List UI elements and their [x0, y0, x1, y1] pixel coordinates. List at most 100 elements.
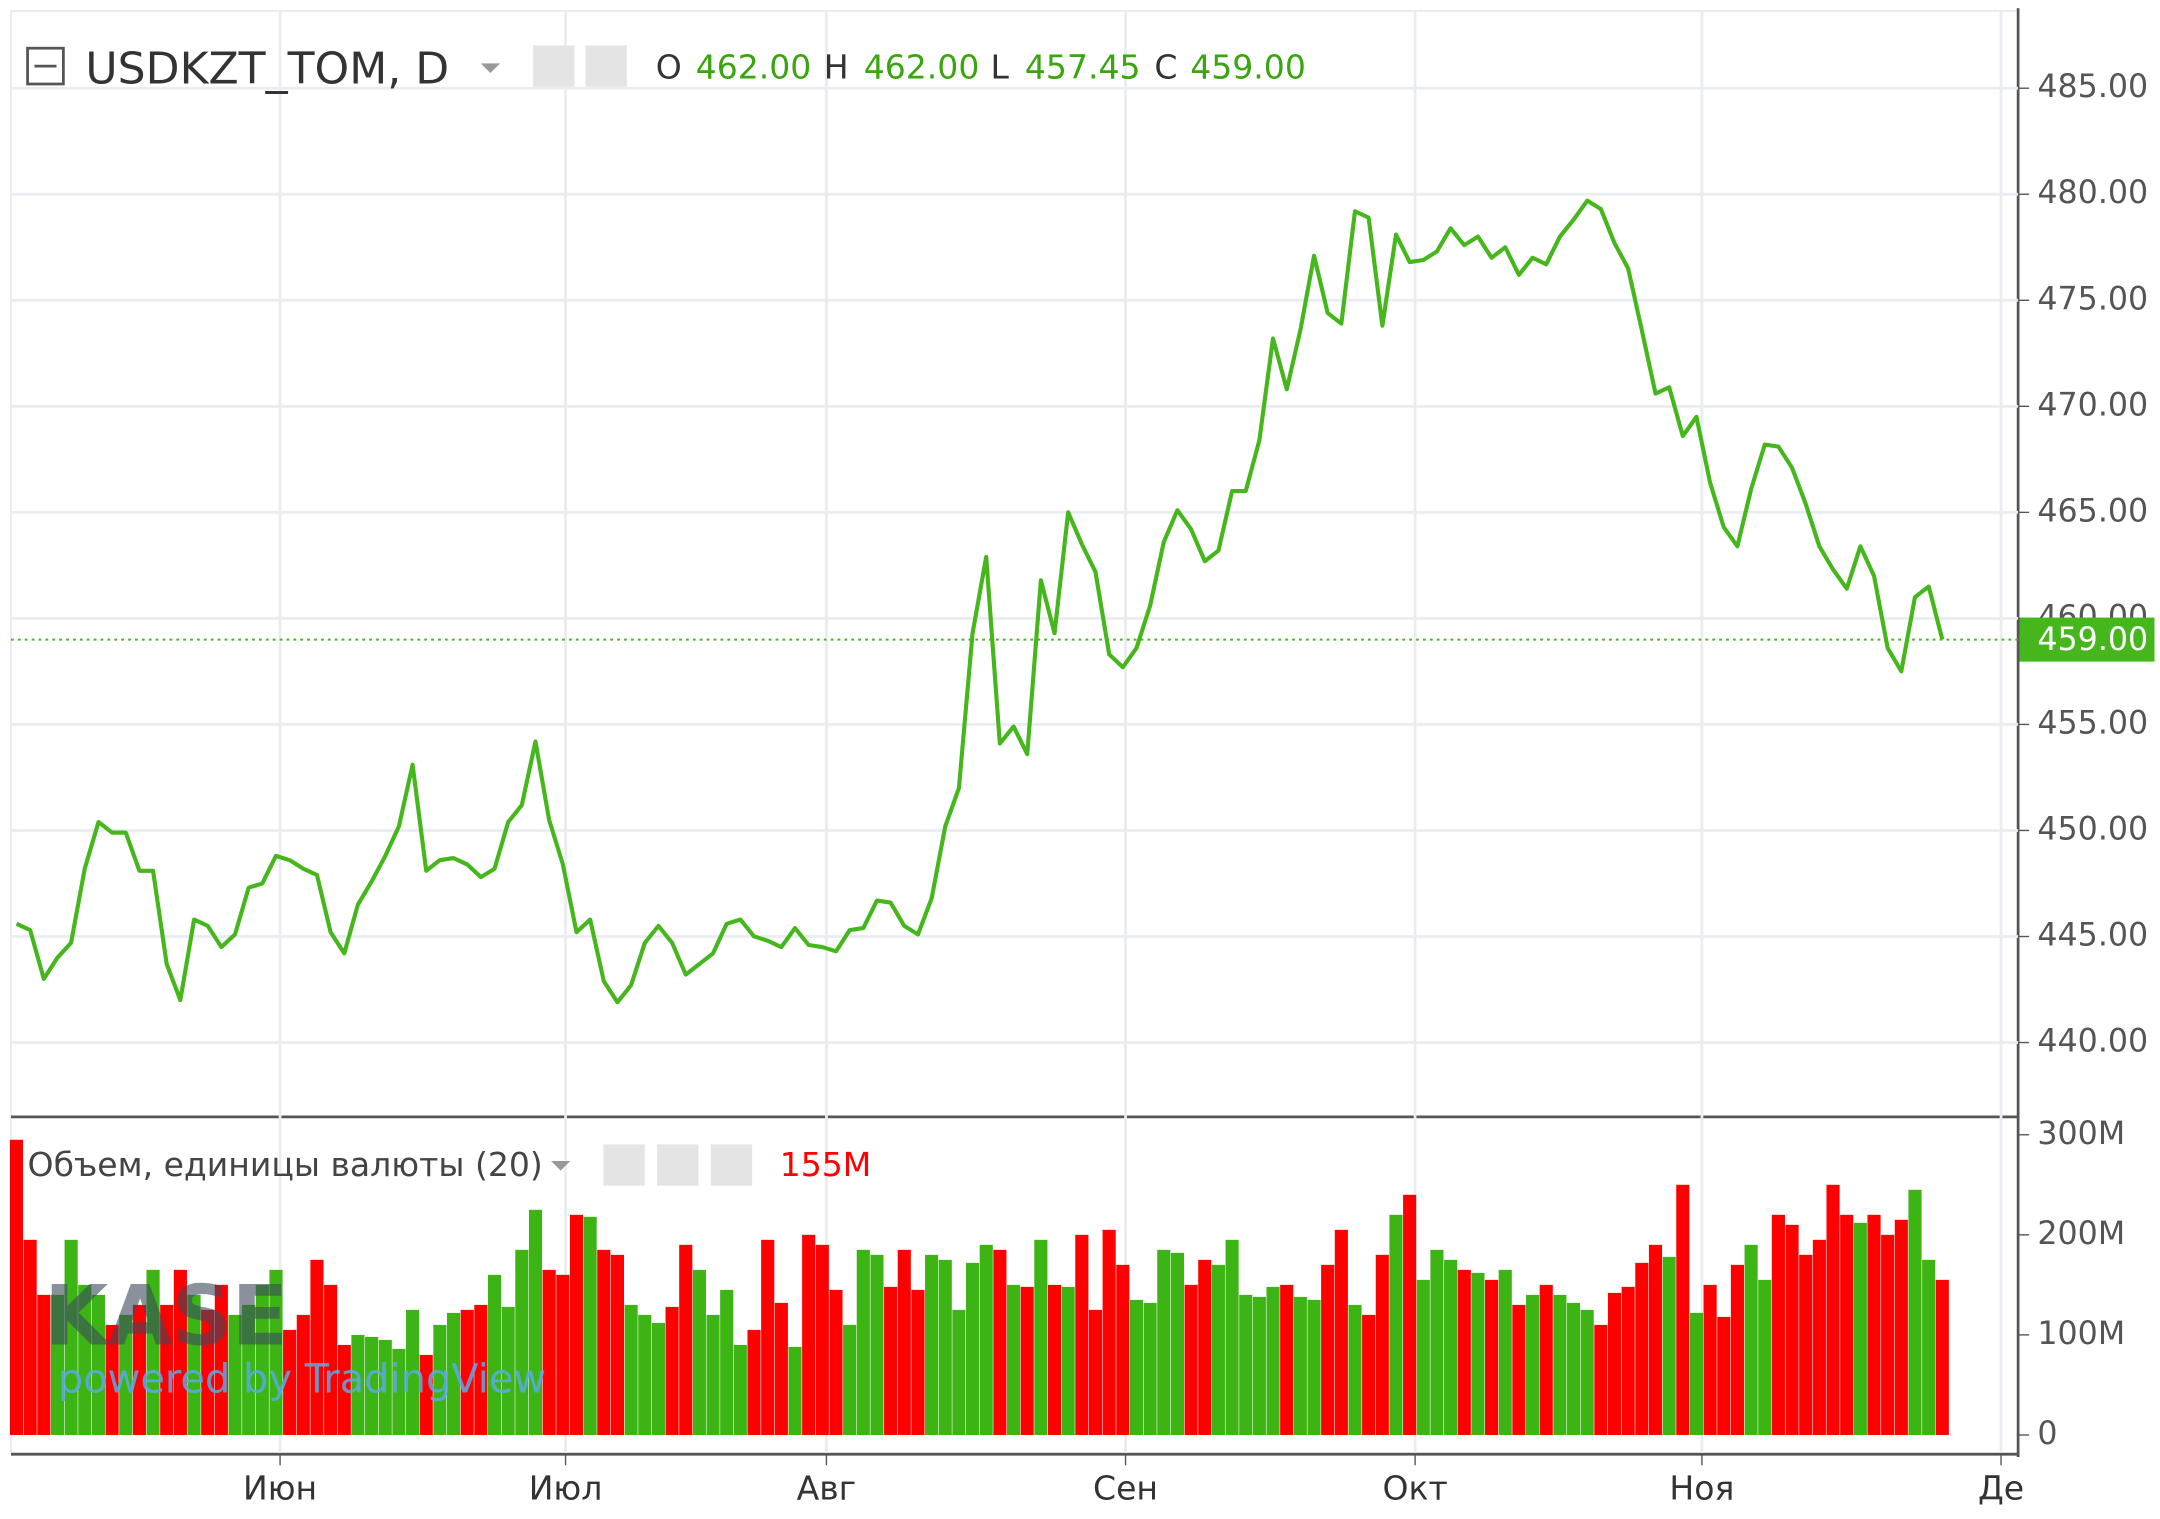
volume-bar	[1444, 1259, 1458, 1435]
y-tick-label: 100M	[2037, 1316, 2125, 1352]
y-tick-label: 475.00	[2037, 281, 2148, 317]
visibility-button[interactable]	[533, 45, 575, 87]
volume-bar	[747, 1329, 761, 1435]
volume-bar	[105, 1324, 119, 1435]
volume-bar	[1020, 1286, 1034, 1435]
volume-bar	[1771, 1214, 1785, 1435]
volume-bar	[1935, 1279, 1949, 1435]
volume-bar	[569, 1214, 584, 1435]
volume-bar	[624, 1304, 638, 1435]
volume-bar	[351, 1334, 365, 1435]
volume-bar	[1840, 1214, 1854, 1435]
volume-bar	[870, 1254, 884, 1435]
volume-bar	[1088, 1309, 1103, 1435]
volume-bar	[706, 1314, 720, 1435]
volume-bar	[720, 1289, 734, 1435]
volume-bar	[1225, 1239, 1239, 1435]
collapse-button[interactable]	[26, 46, 65, 86]
volume-bar	[37, 1294, 51, 1435]
volume-bar	[1758, 1279, 1772, 1435]
volume-bar	[1034, 1239, 1048, 1435]
price-line	[15, 198, 1945, 1005]
volume-bar	[1252, 1296, 1266, 1435]
volume-bar	[1075, 1234, 1089, 1435]
volume-bar	[78, 1284, 92, 1435]
settings-button[interactable]	[657, 1144, 699, 1186]
volume-bar	[802, 1234, 816, 1435]
y-tick-label: 480.00	[2037, 175, 2148, 211]
volume-bar	[1812, 1239, 1826, 1435]
y-tick-label: 440.00	[2037, 1024, 2148, 1060]
volume-bar	[1375, 1254, 1389, 1435]
dropdown-arrow[interactable]	[551, 1160, 571, 1171]
volume-bar	[214, 1284, 228, 1435]
dropdown-arrow[interactable]	[480, 63, 501, 73]
volume-bar	[1676, 1184, 1690, 1435]
volume-bar	[556, 1274, 570, 1435]
volume-bar	[1485, 1279, 1499, 1435]
volume-bar	[242, 1304, 256, 1435]
volume-bar	[91, 1294, 105, 1435]
volume-bar	[1334, 1229, 1348, 1435]
volume-bar	[542, 1269, 556, 1435]
volume-bar	[583, 1216, 597, 1435]
volume-bar	[1799, 1254, 1813, 1435]
volume-bar	[296, 1314, 310, 1435]
volume-bar	[1594, 1324, 1608, 1435]
volume-bar	[1047, 1284, 1062, 1435]
volume-bar	[1607, 1292, 1622, 1435]
x-tick-label: Де	[1978, 1469, 2024, 1508]
volume-bar	[692, 1269, 706, 1435]
volume-bar	[1389, 1214, 1403, 1435]
volume-bar	[433, 1324, 447, 1435]
volume-bar	[1717, 1316, 1731, 1435]
y-tick-label: 455.00	[2037, 705, 2148, 741]
volume-bar	[378, 1339, 392, 1435]
volume-bar	[64, 1239, 78, 1435]
volume-bar	[1143, 1302, 1157, 1435]
volume-bar	[1867, 1214, 1881, 1435]
volume-bar	[419, 1354, 433, 1435]
volume-bar	[9, 1139, 24, 1435]
visibility-button[interactable]	[603, 1144, 645, 1186]
ohlc-name: H	[824, 47, 849, 86]
volume-bar	[1211, 1264, 1225, 1435]
x-tick-label: Сен	[1093, 1469, 1158, 1508]
ohlc-value: 462.00	[864, 47, 980, 86]
last-price-label: 459.00	[2037, 622, 2148, 658]
volume-bar	[119, 1314, 133, 1435]
volume-bar	[365, 1336, 379, 1435]
y-tick-label: 485.00	[2037, 69, 2148, 105]
settings-button[interactable]	[585, 45, 627, 87]
last-price-tag	[2019, 617, 2155, 662]
volume-header: Объем, единицы валюты (20) 155M	[28, 1144, 871, 1186]
volume-title: Объем, единицы валюты (20)	[28, 1145, 543, 1184]
volume-bar	[160, 1304, 174, 1435]
watermark-credit: powered by TradingView	[58, 1356, 546, 1402]
x-tick-label: Ноя	[1669, 1469, 1734, 1508]
close-button[interactable]	[710, 1144, 753, 1186]
volume-bar	[460, 1309, 474, 1435]
volume-bar	[897, 1249, 911, 1435]
volume-bar	[1703, 1284, 1717, 1435]
volume-bar	[515, 1249, 529, 1435]
volume-bar	[1689, 1312, 1704, 1435]
volume-bar	[774, 1302, 788, 1435]
volume-bar	[201, 1309, 215, 1435]
volume-bar	[487, 1274, 502, 1435]
volume-bar	[1348, 1304, 1362, 1435]
volume-bar	[1553, 1294, 1567, 1435]
x-tick-label: Авг	[797, 1469, 856, 1508]
volume-bar	[1539, 1284, 1553, 1435]
volume-bar	[1102, 1229, 1116, 1435]
volume-bar	[392, 1348, 406, 1435]
x-tick-label: Окт	[1382, 1469, 1447, 1508]
volume-bar	[446, 1312, 461, 1435]
volume-bar	[1362, 1314, 1376, 1435]
x-tick-label: Июн	[243, 1469, 317, 1508]
volume-bar	[679, 1244, 693, 1435]
volume-bar	[1881, 1234, 1895, 1435]
volume-bar	[911, 1289, 925, 1435]
volume-bar	[1116, 1264, 1130, 1435]
